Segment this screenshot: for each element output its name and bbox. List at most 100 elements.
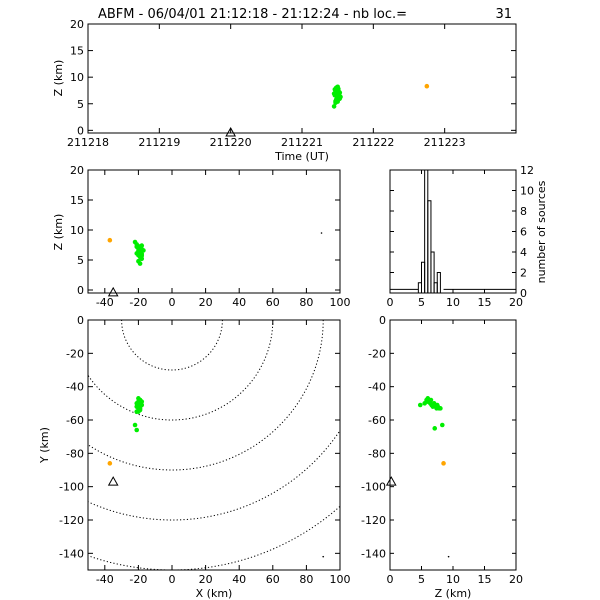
data-points [107,396,325,558]
y-tick-label: 15 [70,194,84,207]
x-tick-label: -40 [96,296,114,309]
y-axis-label: Z (km) [52,60,65,97]
x-tick-label: 20 [509,296,523,309]
y-tick-label: -60 [368,414,386,427]
y-tick-label: -40 [368,381,386,394]
chart-panels: 211218 211219 211220 211221 211222 211223 0 5 10… [38,18,549,600]
outlier-point [424,83,430,89]
y-tick-label: 12 [520,164,534,177]
x-tick-label: 80 [299,573,313,586]
outlier-point [107,237,113,243]
x-tick-label: 211223 [424,136,466,149]
y-axis-label: number of sources [535,180,548,283]
y-tick-label: -20 [368,347,386,360]
source-point [134,427,140,433]
range-ring [121,320,223,371]
y-tick-label: -100 [361,481,386,494]
x-axis-label: X (km) [196,587,233,600]
x-tick-label: 80 [299,296,313,309]
y-tick-label: 0 [77,124,84,137]
x-tick-label: 211221 [281,136,323,149]
source-point [134,409,140,414]
source-point [331,104,337,109]
source-point [417,402,423,408]
y-tick-label: 20 [70,164,84,177]
outlier-point [107,461,113,466]
x-tick-label: 100 [330,573,351,586]
y-tick-label: 5 [77,254,84,267]
x-tick-label: 0 [387,573,394,586]
y-tick-label: -20 [66,347,84,360]
outlier-point [441,461,446,466]
station-triangle-icon [107,286,119,297]
y-tick-label: -80 [66,447,84,460]
histogram [390,169,516,294]
y-tick-label: 8 [520,205,527,218]
stray-point [320,232,323,234]
source-point [333,98,339,103]
source-point [332,87,338,92]
axes-frame [87,169,341,294]
panel-height-y: 0 5 10 15 20 -140 -120 -100 -80 -60 -40 -20 0 Z (km) [361,314,523,600]
x-tick-label: 20 [199,296,213,309]
x-tick-label: 100 [330,296,351,309]
y-tick-label: 10 [70,71,84,84]
y-tick-label: 6 [520,226,527,239]
y-tick-label: 0 [77,314,84,327]
x-tick-label: 10 [446,573,460,586]
figure-title: ABFM - 06/04/01 21:12:18 - 21:12:24 - nb… [98,7,407,22]
panel-x-height: -40 -20 0 20 40 60 80 100 0 5 10 15 20 Z (km) [52,164,351,309]
range-ring [88,320,274,421]
data-points [417,396,450,558]
y-tick-label: 0 [77,284,84,297]
location-count: 31 [495,7,512,22]
x-tick-label: 15 [478,573,492,586]
y-tick-label: 0 [520,287,527,300]
data-points [107,232,323,266]
y-tick-label: -140 [361,547,386,560]
source-point [438,406,443,411]
y-tick-label: 20 [70,18,84,31]
station-triangle-icon [107,476,119,486]
x-tick-label: 20 [199,573,213,586]
source-point [134,251,140,256]
source-point [434,402,440,408]
x-tick-label: -20 [129,573,147,586]
x-tick-label: 5 [418,296,425,309]
x-tick-label: 0 [169,573,176,586]
y-tick-label: 10 [520,185,534,198]
x-tick-label: 211218 [67,136,109,149]
source-point [136,404,141,409]
x-tick-label: -20 [129,296,147,309]
source-point [137,261,143,266]
station-triangle-icon [385,476,397,486]
axes-frame [389,169,517,294]
data-points [331,83,430,109]
x-tick-label: 60 [266,296,280,309]
x-tick-label: 40 [232,573,246,586]
stray-point [322,555,325,558]
x-tick-label: 0 [169,296,176,309]
axes-frame [87,319,341,571]
x-tick-label: 211219 [138,136,180,149]
x-tick-label: -40 [96,573,114,586]
x-axis-label: Z (km) [435,587,472,600]
y-tick-label: 4 [520,246,527,259]
range-rings [88,320,340,570]
source-point [439,422,445,428]
y-tick-label: -60 [66,414,84,427]
x-tick-label: 10 [446,296,460,309]
y-tick-label: -40 [66,381,84,394]
x-tick-label: 60 [266,573,280,586]
x-tick-label: 15 [478,296,492,309]
y-tick-label: -120 [361,514,386,527]
x-tick-label: 40 [232,296,246,309]
axes-frame [389,319,517,571]
stray-point [447,555,450,558]
x-tick-label: 0 [387,296,394,309]
panel-plan-view: -40 -20 0 20 40 60 80 100 -140 -120 -100 -80 -60 -40 -… [38,314,351,600]
source-point [137,249,143,254]
y-tick-label: 2 [520,267,527,280]
